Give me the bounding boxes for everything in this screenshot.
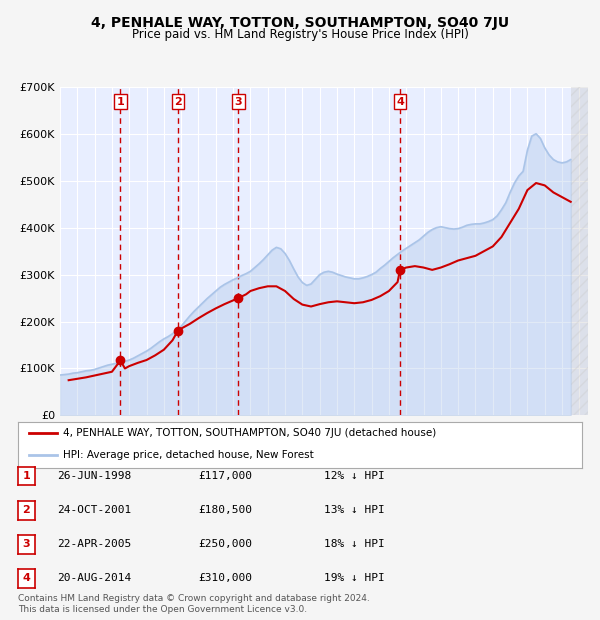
Text: 4: 4 [22, 574, 31, 583]
Text: 12% ↓ HPI: 12% ↓ HPI [324, 471, 385, 481]
Text: 26-JUN-1998: 26-JUN-1998 [57, 471, 131, 481]
Text: Price paid vs. HM Land Registry's House Price Index (HPI): Price paid vs. HM Land Registry's House … [131, 28, 469, 41]
Text: 18% ↓ HPI: 18% ↓ HPI [324, 539, 385, 549]
Text: £117,000: £117,000 [198, 471, 252, 481]
Text: 1: 1 [23, 471, 30, 481]
Text: 19% ↓ HPI: 19% ↓ HPI [324, 574, 385, 583]
Text: HPI: Average price, detached house, New Forest: HPI: Average price, detached house, New … [63, 450, 314, 460]
Text: 4: 4 [396, 97, 404, 107]
Text: 1: 1 [116, 97, 124, 107]
Text: 3: 3 [23, 539, 30, 549]
Text: 3: 3 [235, 97, 242, 107]
Text: 4, PENHALE WAY, TOTTON, SOUTHAMPTON, SO40 7JU (detached house): 4, PENHALE WAY, TOTTON, SOUTHAMPTON, SO4… [63, 428, 436, 438]
Text: 4, PENHALE WAY, TOTTON, SOUTHAMPTON, SO40 7JU: 4, PENHALE WAY, TOTTON, SOUTHAMPTON, SO4… [91, 16, 509, 30]
Text: £180,500: £180,500 [198, 505, 252, 515]
Text: 22-APR-2005: 22-APR-2005 [57, 539, 131, 549]
Text: £310,000: £310,000 [198, 574, 252, 583]
Text: 20-AUG-2014: 20-AUG-2014 [57, 574, 131, 583]
Text: 24-OCT-2001: 24-OCT-2001 [57, 505, 131, 515]
Text: Contains HM Land Registry data © Crown copyright and database right 2024.
This d: Contains HM Land Registry data © Crown c… [18, 595, 370, 614]
Bar [571, 87, 588, 415]
Text: 2: 2 [174, 97, 182, 107]
Text: 2: 2 [23, 505, 30, 515]
Text: 13% ↓ HPI: 13% ↓ HPI [324, 505, 385, 515]
Text: £250,000: £250,000 [198, 539, 252, 549]
